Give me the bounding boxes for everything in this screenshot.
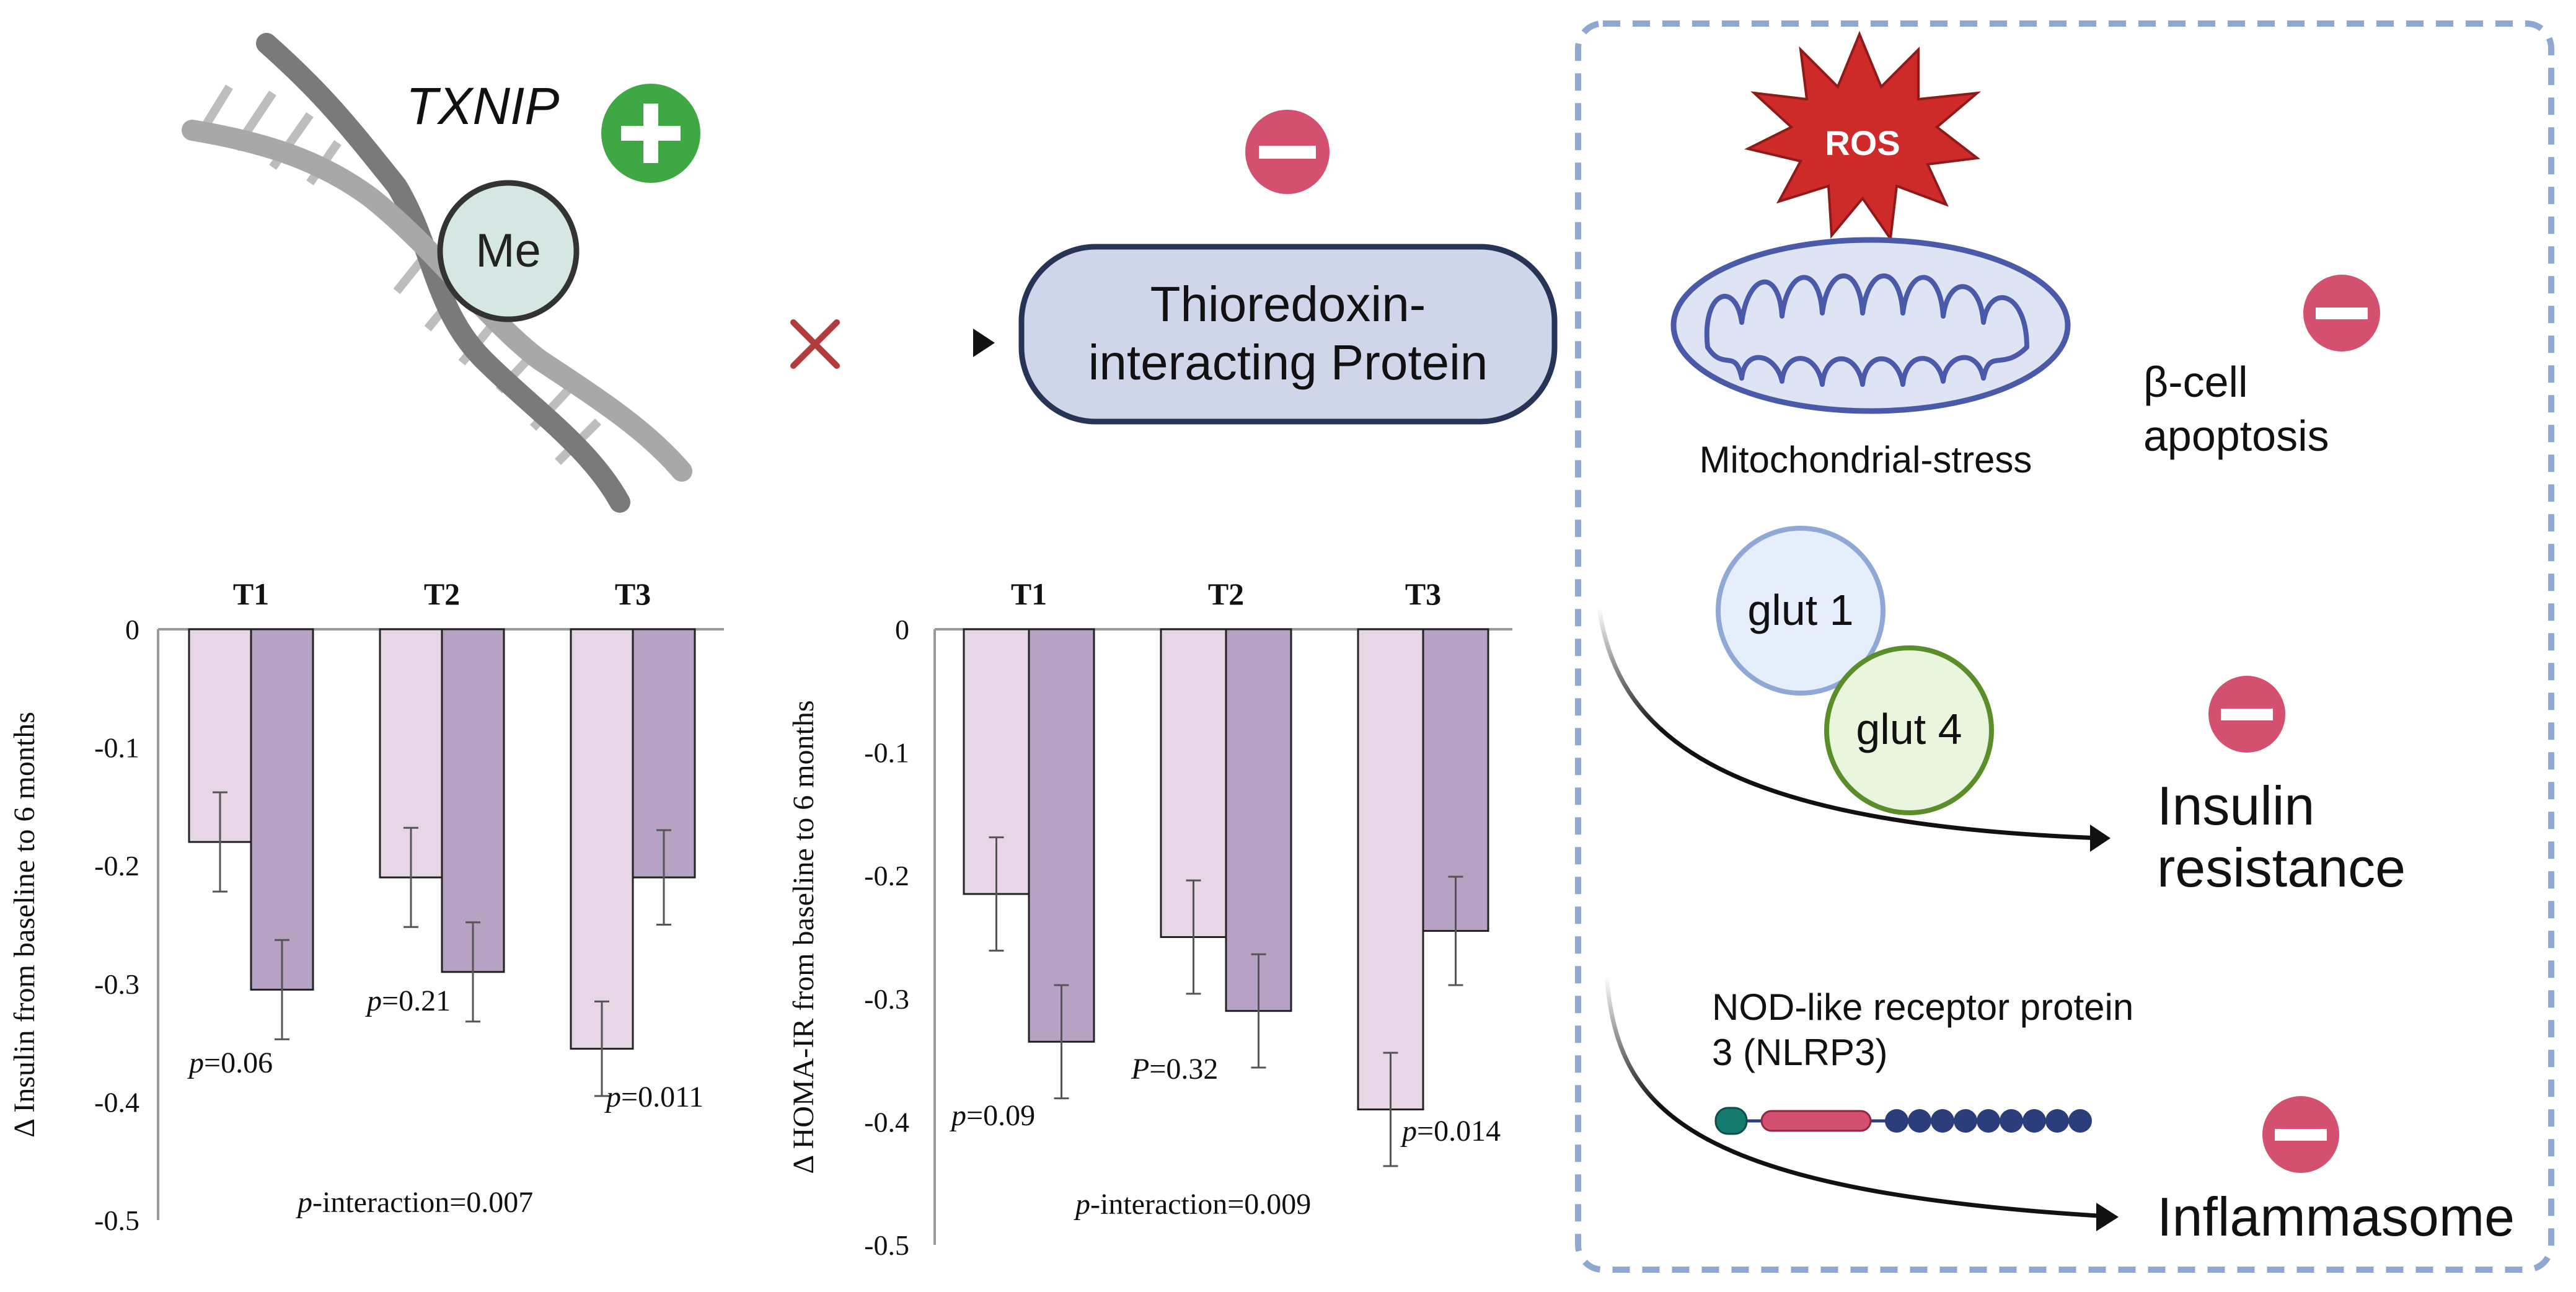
- plus-icon: [601, 84, 700, 183]
- p-value-label: p=0.011: [604, 1081, 704, 1113]
- glut1-label: glut 1: [1747, 586, 1853, 634]
- insulin-resistance-line1: Insulin: [2157, 775, 2314, 836]
- category-label: T2: [424, 577, 460, 611]
- minus-icon: [2262, 1096, 2339, 1173]
- bar: [1028, 628, 1095, 1043]
- bar: [1225, 628, 1292, 1012]
- glut4-transporter: glut 4: [1824, 645, 1994, 815]
- effects-panel: [1575, 20, 2554, 1273]
- bar: [250, 628, 314, 991]
- bar: [441, 628, 505, 973]
- category-label: T3: [615, 577, 651, 611]
- cross-icon: [790, 319, 840, 369]
- mitochondrion-icon: [1670, 237, 2071, 414]
- minus-icon: [1245, 110, 1330, 194]
- beta-cell-label-line1: β-cell: [2143, 358, 2248, 406]
- beta-cell-label-line2: apoptosis: [2143, 412, 2329, 460]
- y-tick-label: -0.3: [864, 983, 909, 1015]
- glut1-transporter: glut 1: [1716, 526, 1886, 696]
- ros-label: ROS: [1825, 123, 1900, 162]
- minus-icon: [2208, 676, 2285, 753]
- y-tick-label: -0.4: [864, 1106, 909, 1138]
- y-tick-label: -0.5: [864, 1229, 909, 1261]
- homa-ir-chart: 0 -0.1 -0.2 -0.3 -0.4 -0.5 Δ HOMA-IR from base…: [787, 577, 1512, 1261]
- nlrp3-label-line2: 3 (NLRP3): [1712, 1032, 1887, 1073]
- mito-label: Mitochondrial-stress: [1700, 439, 2032, 480]
- p-interaction-label: p-interaction=0.007: [296, 1186, 533, 1219]
- insulin-arrow: [1597, 607, 2111, 852]
- inflammasome-label: Inflammasome: [2157, 1186, 2515, 1247]
- bar: [1357, 628, 1424, 1111]
- gene-label: TXNIP: [406, 77, 559, 135]
- category-label: T2: [1208, 577, 1244, 611]
- nlrp3-label-line1: NOD-like receptor protein: [1712, 986, 2133, 1028]
- y-tick-label: -0.1: [864, 737, 909, 769]
- y-tick-label: -0.4: [94, 1086, 139, 1118]
- insulin-chart: 0 -0.1 -0.2 -0.3 -0.4 -0.5 Δ Insulin from base…: [8, 577, 724, 1236]
- y-tick-label: -0.3: [94, 968, 139, 1000]
- y-tick-label: -0.2: [864, 860, 909, 892]
- category-label: T1: [1011, 577, 1047, 611]
- y-tick-label: -0.2: [94, 850, 139, 882]
- y-tick-label: 0: [125, 614, 139, 645]
- p-interaction-label: p-interaction=0.009: [1074, 1188, 1311, 1221]
- p-value-label: p=0.06: [187, 1046, 273, 1079]
- ros-burst-icon: ROS: [1744, 30, 1982, 242]
- protein-box: Thioredoxin- interacting Protein: [1018, 244, 1558, 425]
- nlrp3-protein-icon: [1714, 1107, 2092, 1135]
- p-value-label: p=0.014: [1400, 1115, 1501, 1148]
- category-label: T3: [1405, 577, 1441, 611]
- p-value-label: P=0.32: [1131, 1053, 1218, 1086]
- y-tick-label: -0.5: [94, 1205, 139, 1236]
- y-axis-label: Δ Insulin from baseline to 6 months: [8, 712, 41, 1138]
- y-tick-label: -0.1: [94, 732, 139, 764]
- bar: [570, 628, 634, 1050]
- p-value-label: p=0.09: [950, 1099, 1035, 1132]
- p-value-label: p=0.21: [365, 984, 451, 1017]
- inflammasome-arrow: [1604, 976, 2119, 1231]
- y-tick-label: 0: [895, 614, 909, 645]
- category-label: T1: [233, 577, 269, 611]
- methyl-group: Me: [437, 180, 580, 322]
- protein-label-line1: Thioredoxin-: [1150, 277, 1426, 332]
- glut4-label: glut 4: [1856, 705, 1962, 753]
- protein-label-line2: interacting Protein: [1088, 335, 1488, 390]
- methyl-label: Me: [475, 224, 541, 277]
- y-axis-label: Δ HOMA-IR from baseline to 6 months: [787, 700, 820, 1174]
- bar: [379, 628, 443, 878]
- minus-icon: [2303, 275, 2380, 352]
- insulin-resistance-line2: resistance: [2157, 837, 2406, 898]
